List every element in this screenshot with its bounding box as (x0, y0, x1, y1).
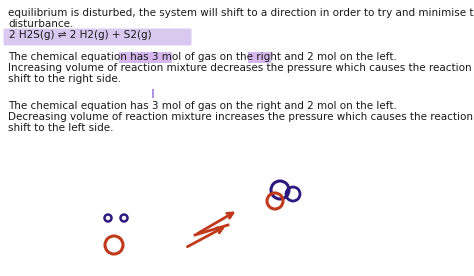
Text: The chemical equation has 3 mol of gas on the right and 2 mol on the left.: The chemical equation has 3 mol of gas o… (8, 52, 397, 62)
Text: 2 H2S(g) ⇌ 2 H2(g) + S2(g): 2 H2S(g) ⇌ 2 H2(g) + S2(g) (9, 30, 152, 40)
Bar (119, 52, 173, 63)
FancyBboxPatch shape (3, 28, 191, 46)
Text: shift to the right side.: shift to the right side. (8, 74, 121, 84)
Text: shift to the left side.: shift to the left side. (8, 123, 113, 133)
Text: The chemical equation has 3 mol of gas on the right and 2 mol on the left.: The chemical equation has 3 mol of gas o… (8, 101, 397, 111)
Text: disturbance.: disturbance. (8, 19, 73, 29)
Text: Increasing volume of reaction mixture decreases the pressure which causes the re: Increasing volume of reaction mixture de… (8, 63, 474, 73)
Bar (248, 52, 271, 63)
Bar (152, 89, 154, 98)
Text: equilibrium is disturbed, the system will shift to a direction in order to try a: equilibrium is disturbed, the system wil… (8, 8, 474, 18)
Text: Decreasing volume of reaction mixture increases the pressure which causes the re: Decreasing volume of reaction mixture in… (8, 112, 474, 122)
